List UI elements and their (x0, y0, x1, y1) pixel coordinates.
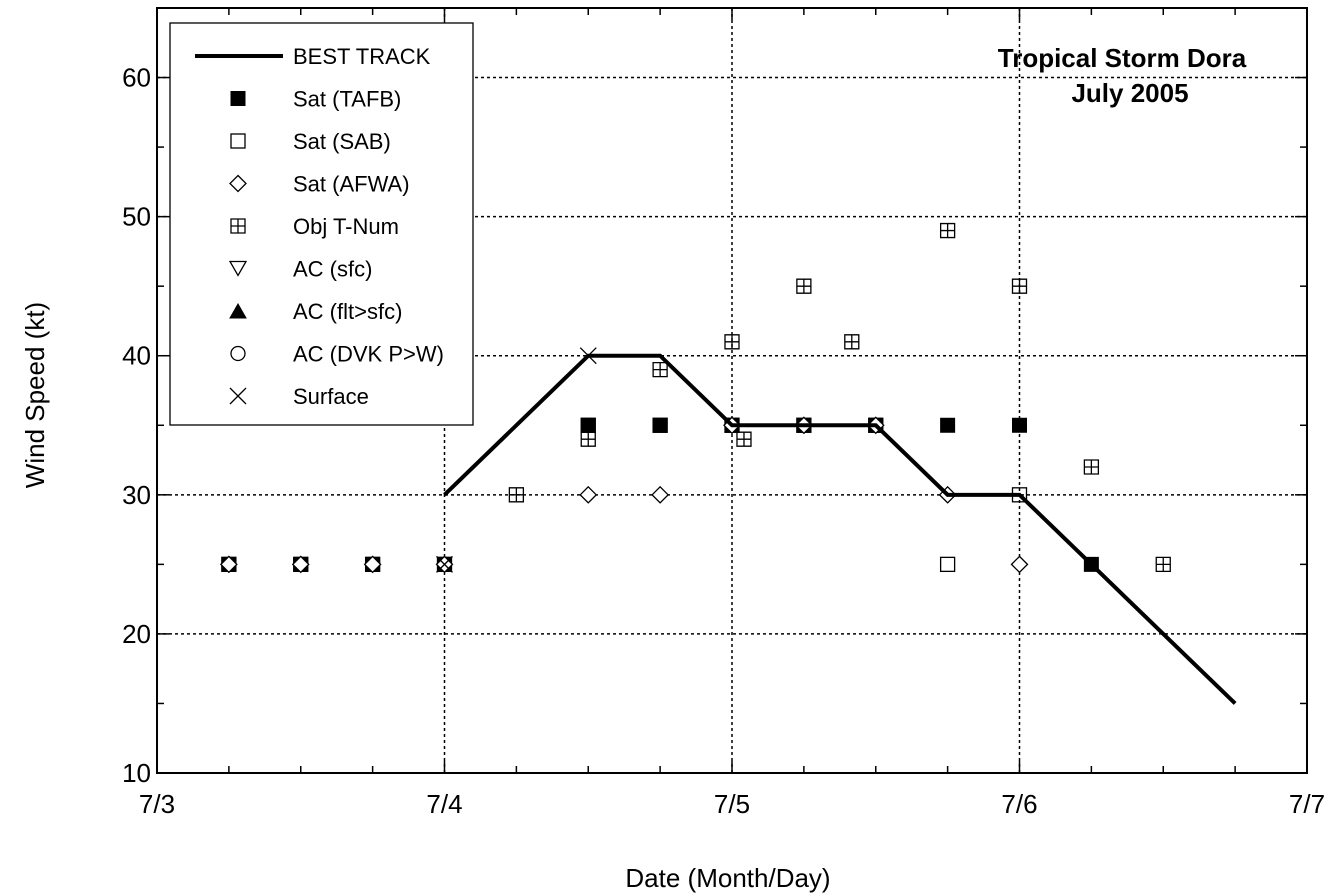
sat-afwa-marker (579, 485, 598, 504)
legend-ac-flt-sfc-swatch (229, 302, 247, 319)
obj-t-num-marker (844, 334, 860, 350)
legend-label: Sat (AFWA) (293, 172, 410, 197)
legend-label: BEST TRACK (293, 44, 431, 69)
sat-sab-marker (939, 556, 956, 573)
surface-marker (436, 555, 453, 573)
y-tick-label: 20 (122, 619, 151, 649)
obj-t-num-marker (1083, 459, 1100, 475)
legend-ac-sfc-swatch (228, 260, 248, 277)
y-tick-label: 50 (122, 202, 151, 232)
legend-label: Obj T-Num (293, 214, 399, 239)
x-tick-label: 7/3 (139, 789, 175, 819)
x-tick-label: 7/5 (714, 789, 750, 819)
obj-t-num-marker (1155, 556, 1171, 573)
obj-t-num-marker (1011, 278, 1028, 294)
best-track-line (443, 353, 1237, 705)
legend-sat-afwa-swatch (229, 174, 247, 193)
sat-afwa-marker (219, 555, 238, 574)
sat-afwa-marker (291, 555, 310, 574)
obj-t-num-marker (939, 222, 956, 239)
x-tick-label: 7/4 (426, 789, 462, 819)
y-tick-label: 40 (122, 341, 151, 371)
x-tick-label: 7/7 (1289, 789, 1325, 819)
legend-label: AC (DVK P>W) (293, 342, 444, 367)
y-tick-label: 10 (122, 758, 151, 788)
sat-afwa-marker (1010, 555, 1029, 574)
obj-t-num-marker (508, 487, 525, 503)
legend-obj-t-num-swatch (230, 218, 246, 234)
axes: 10 20 30 40 50 60 7/3 7/4 7/5 7/6 7/7 (122, 7, 1325, 819)
legend-label: AC (sfc) (293, 257, 372, 282)
chart-subtitle: July 2005 (1071, 78, 1188, 108)
legend-box (169, 22, 474, 426)
plot-area (219, 222, 1237, 705)
obj-t-num-marker (652, 361, 668, 378)
legend-label: Sat (TAFB) (293, 87, 401, 112)
legend-ac-dvk-p-w-swatch (230, 345, 246, 362)
chart-title: Tropical Storm Dora (998, 43, 1247, 73)
y-tick-label: 30 (122, 480, 151, 510)
sat-tafb-marker (580, 417, 596, 433)
sat-afwa-marker (651, 485, 670, 504)
obj-t-num-marker (580, 431, 596, 447)
legend-sat-sab-swatch (230, 133, 246, 149)
legend-label: Surface (293, 384, 369, 409)
legend-sat-tafb-swatch (230, 91, 246, 106)
legend: BEST TRACK Sat (TAFB) Sat (SAB) Sat (AFWA) O… (169, 22, 474, 426)
obj-t-num-marker (736, 431, 752, 447)
sat-tafb-marker (652, 417, 668, 433)
surface-marker (579, 347, 597, 365)
sat-tafb-marker (1012, 417, 1027, 433)
x-axis-label: Date (Month/Day) (625, 863, 830, 893)
obj-t-num-marker (724, 334, 740, 350)
legend-label: AC (flt>sfc) (293, 299, 402, 324)
legend-surface-swatch (229, 387, 247, 405)
legend-label: Sat (SAB) (293, 129, 391, 154)
obj-t-num-marker (796, 278, 812, 294)
y-tick-label: 60 (122, 63, 151, 93)
x-tick-label: 7/6 (1001, 789, 1037, 819)
sat-afwa-marker (363, 555, 382, 574)
sat-tafb-marker (940, 417, 956, 433)
y-axis-label: Wind Speed (kt) (20, 302, 50, 488)
